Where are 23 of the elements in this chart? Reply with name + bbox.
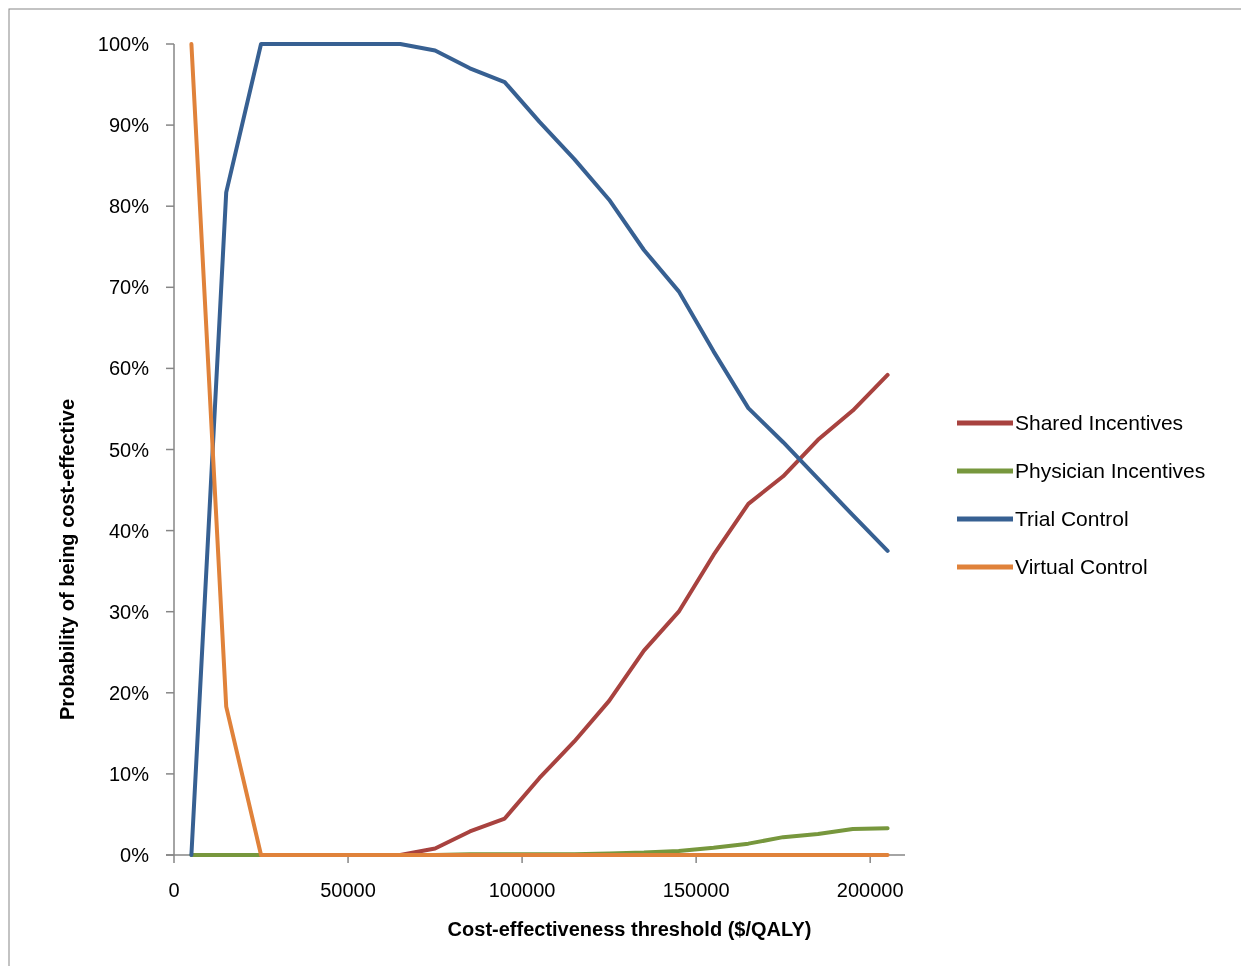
y-tick-label: 20% — [108, 681, 150, 704]
y-tick-label: 10% — [108, 762, 150, 785]
y-tick-label: 0% — [120, 844, 150, 866]
legend-label: Shared Incentives — [1015, 411, 1184, 435]
y-tick-label: 50% — [108, 438, 150, 461]
x-tick-label: 100000 — [488, 879, 556, 901]
y-tick-label: 30% — [108, 600, 150, 623]
y-tick-label: 80% — [108, 195, 150, 218]
legend-label: Trial Control — [1015, 507, 1129, 531]
y-tick-label: 90% — [108, 114, 150, 137]
y-tick-label: 40% — [108, 519, 150, 542]
y-axis-title: Probability of being cost-effective — [56, 398, 78, 721]
x-tick-label: 150000 — [662, 879, 730, 901]
y-tick-label: 70% — [108, 276, 150, 299]
y-tick-label: 100% — [97, 33, 150, 55]
x-tick-label: 50000 — [320, 879, 376, 901]
x-tick-label: 200000 — [836, 879, 904, 901]
line-series — [189, 42, 890, 857]
x-axis-title: Cost-effectiveness threshold ($/QALY) — [447, 918, 812, 940]
y-tick-label: 60% — [108, 357, 150, 380]
legend-label: Virtual Control — [1015, 555, 1148, 579]
x-tick-label: 0 — [168, 879, 180, 901]
legend-label: Physician Incentives — [1015, 459, 1206, 483]
